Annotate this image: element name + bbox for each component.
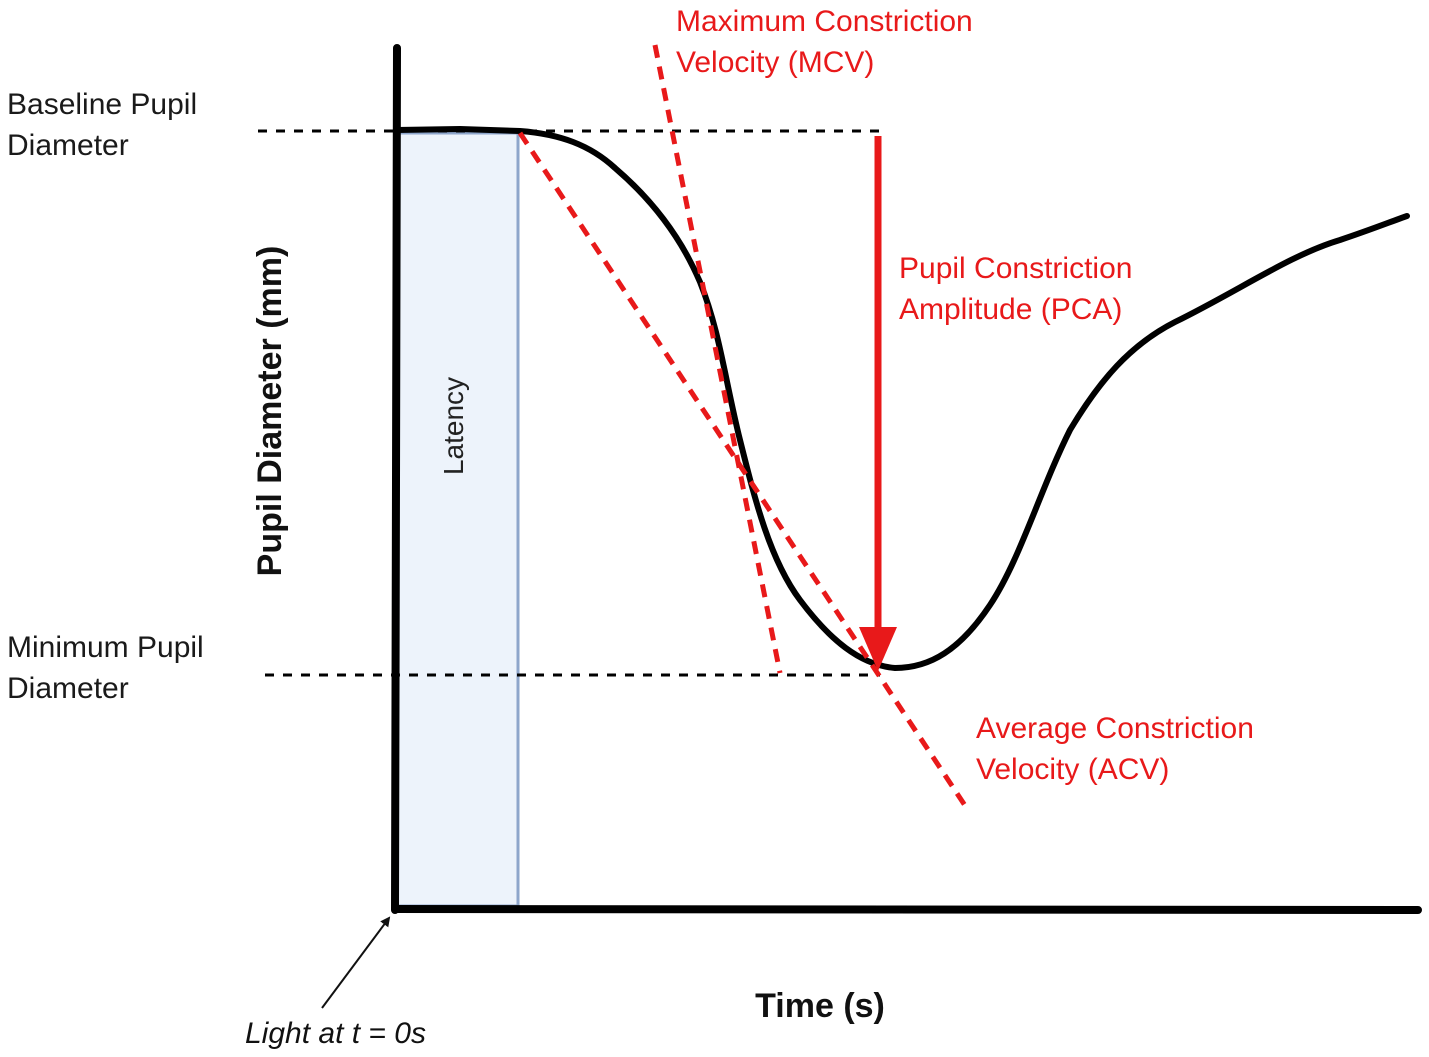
x-axis-title: Time (s) [755,987,885,1025]
acv-line [517,131,971,812]
light-start-label: Light at t = 0s [245,1017,426,1050]
light-start-arrow-icon [321,916,391,1009]
minimum-diameter-label: Minimum Pupil Diameter [7,631,212,705]
mcv-tangent-line [652,44,783,674]
latency-region [393,131,520,908]
y-axis-title: Pupil Diameter (mm) [251,246,289,577]
pupil-response-curve [394,126,1410,671]
acv-label: Average Constriction Velocity (ACV) [976,712,1262,786]
latency-label: Latency [438,377,469,475]
pca-arrowhead-icon [859,627,897,671]
baseline-diameter-label: Baseline Pupil Diameter [7,88,205,162]
pca-label: Pupil Constriction Amplitude (PCA) [899,252,1141,326]
y-axis-line [391,44,401,914]
x-axis-line [391,905,1422,914]
mcv-label: Maximum Constriction Velocity (MCV) [676,5,981,79]
